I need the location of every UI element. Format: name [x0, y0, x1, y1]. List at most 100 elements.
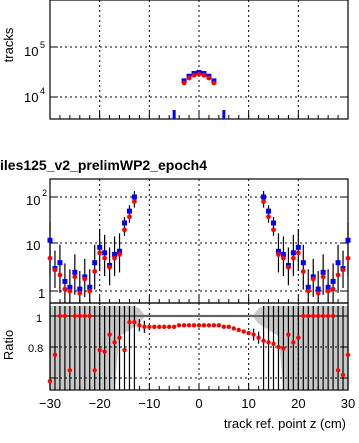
main-point-a: [305, 284, 311, 290]
top-point-b: [196, 71, 202, 77]
ratio-point: [206, 323, 212, 328]
ratio-ylabel: Ratio: [1, 330, 16, 360]
top-point-b: [206, 75, 212, 81]
main-point-a: [266, 208, 272, 214]
ratio-point: [330, 313, 336, 319]
ratio-point: [311, 313, 316, 319]
x-tick-label: 10: [241, 396, 255, 411]
ratio-point: [127, 320, 132, 325]
main-tick-1: 1: [38, 286, 45, 301]
top-tick-1e5: 10: [24, 44, 38, 59]
top-point-b: [191, 72, 197, 78]
main-point-a: [72, 269, 78, 275]
ratio-point: [132, 320, 137, 325]
ratio-point: [112, 340, 117, 345]
main-point-b: [310, 276, 316, 282]
ratio-point: [246, 330, 251, 336]
ratio-point: [102, 349, 107, 354]
main-point-a: [315, 286, 321, 292]
main-point-b: [112, 255, 117, 261]
ratio-point: [301, 313, 306, 319]
top-point-b: [186, 75, 192, 81]
main-point-a: [275, 248, 281, 254]
ratio-point: [291, 340, 296, 345]
ratio-point: [241, 329, 246, 334]
ratio-point: [62, 313, 68, 319]
main-point-b: [281, 255, 286, 261]
ratio-point: [211, 323, 217, 328]
top-panel: tracks 10 5 10 4: [1, 0, 349, 120]
x-tick-label: 20: [291, 396, 305, 411]
main-point-b: [62, 286, 68, 292]
main-point-b: [261, 199, 266, 204]
main-point-b: [82, 276, 88, 282]
ratio-point: [52, 352, 58, 357]
main-point-b: [92, 269, 98, 274]
main-point-b: [276, 252, 281, 257]
main-point-b: [345, 255, 351, 261]
main-point-a: [280, 251, 286, 257]
ratio-point: [152, 324, 157, 330]
main-point-b: [335, 272, 341, 278]
top-edge-mark: [172, 110, 176, 119]
main-point-a: [345, 237, 351, 243]
ratio-point: [261, 338, 266, 343]
main-point-b: [77, 290, 83, 296]
ratio-point: [137, 323, 142, 328]
ratio-point: [251, 332, 256, 337]
main-point-b: [271, 227, 276, 233]
main-point-a: [320, 269, 326, 275]
top-point-b: [201, 72, 207, 78]
main-point-b: [300, 269, 306, 274]
ratio-point: [276, 344, 281, 350]
ratio-point: [345, 352, 351, 357]
ratio-point: [181, 323, 187, 328]
ratio-point: [176, 323, 182, 328]
main-point-a: [57, 260, 63, 266]
ratio-point: [226, 324, 231, 330]
main-tick-10: 10: [26, 238, 40, 253]
top-edge-mark: [222, 110, 226, 119]
main-point-a: [47, 237, 53, 243]
x-axis-label: track ref. point z (cm): [224, 416, 346, 431]
ratio-point: [87, 313, 92, 319]
main-point-a: [102, 250, 108, 256]
ratio-point: [107, 332, 112, 337]
ratio-point: [117, 335, 122, 340]
main-point-b: [52, 267, 58, 273]
main-tick-100-exp: 2: [42, 188, 47, 198]
main-point-a: [131, 194, 137, 200]
ratio-point: [231, 326, 236, 331]
ratio-point: [221, 324, 227, 330]
ratio-panel: Ratio 1 0.8: [1, 302, 351, 391]
ratio-point: [47, 378, 53, 384]
x-tick-label: −20: [89, 396, 111, 411]
main-point-b: [286, 264, 291, 270]
ratio-point: [186, 323, 192, 328]
main-point-a: [87, 284, 93, 290]
chart-title: iles125_v2_prelimWP2_epoch4: [0, 157, 207, 173]
ratio-point: [340, 372, 346, 378]
ratio-point: [296, 335, 301, 340]
x-tick-label: −10: [138, 396, 160, 411]
top-ylabel: tracks: [1, 27, 16, 62]
main-point-b: [325, 288, 331, 294]
main-point-a: [126, 208, 132, 214]
main-point-b: [290, 255, 296, 261]
main-point-b: [305, 288, 311, 294]
ratio-point: [72, 313, 78, 319]
main-point-b: [102, 255, 108, 261]
ratio-point: [306, 313, 311, 319]
ratio-point: [236, 327, 241, 333]
top-tick-1e5-exp: 5: [40, 40, 45, 50]
main-point-b: [117, 252, 122, 257]
main-point-a: [300, 260, 306, 266]
ratio-point: [162, 324, 167, 330]
main-tick-100: 10: [26, 193, 40, 208]
x-tick-labels: −30 −20 −10 0 10 20 30: [39, 396, 355, 411]
ratio-point: [97, 347, 102, 353]
ratio-point: [325, 313, 331, 319]
top-point-b: [211, 80, 217, 86]
main-point-b: [107, 264, 112, 270]
